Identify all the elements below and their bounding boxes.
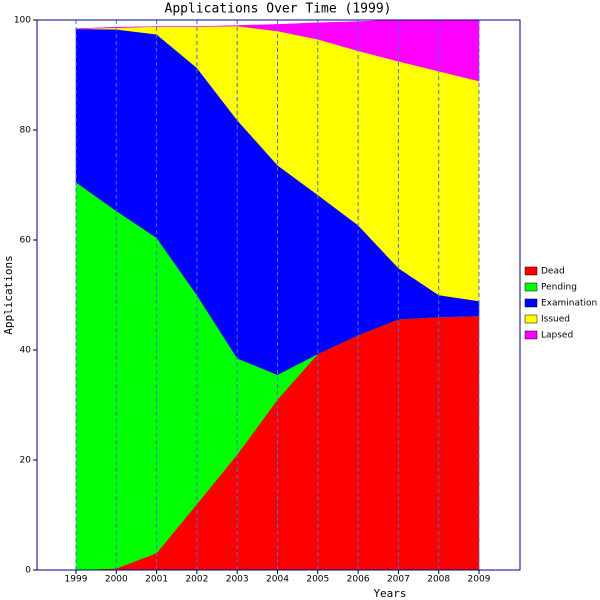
legend-swatch — [524, 282, 538, 292]
legend-label: Lapsed — [541, 331, 573, 341]
y-tick-label: 20 — [20, 456, 32, 466]
x-tick-label: 2000 — [105, 575, 128, 585]
x-axis-label: Years — [373, 587, 406, 600]
y-tick-label: 40 — [20, 346, 32, 356]
x-tick-label: 2009 — [468, 575, 491, 585]
y-axis-label: Applications — [2, 255, 15, 334]
x-tick-label: 2002 — [185, 575, 208, 585]
x-tick-label: 2006 — [347, 575, 370, 585]
x-tick-label: 1999 — [65, 575, 88, 585]
y-tick-label: 60 — [20, 236, 32, 246]
legend-swatch — [524, 330, 538, 340]
legend-swatch — [524, 266, 538, 276]
y-tick-label: 100 — [14, 16, 31, 26]
x-tick-label: 2007 — [387, 575, 410, 585]
y-tick-label: 0 — [25, 566, 31, 576]
plot-border — [36, 19, 521, 571]
x-tick-label: 2005 — [306, 575, 329, 585]
legend-label: Pending — [541, 283, 577, 293]
y-tick-label: 80 — [20, 126, 32, 136]
x-tick-label: 2008 — [427, 575, 450, 585]
legend-swatch — [524, 314, 538, 324]
x-tick-label: 2003 — [226, 575, 249, 585]
chart-title: Applications Over Time (1999) — [165, 2, 392, 17]
legend-label: Issued — [541, 315, 570, 325]
legend-label: Dead — [541, 267, 565, 277]
legend-label: Examination — [541, 299, 597, 309]
legend-swatch — [524, 298, 538, 308]
x-tick-label: 2001 — [145, 575, 168, 585]
x-tick-label: 2004 — [266, 575, 289, 585]
